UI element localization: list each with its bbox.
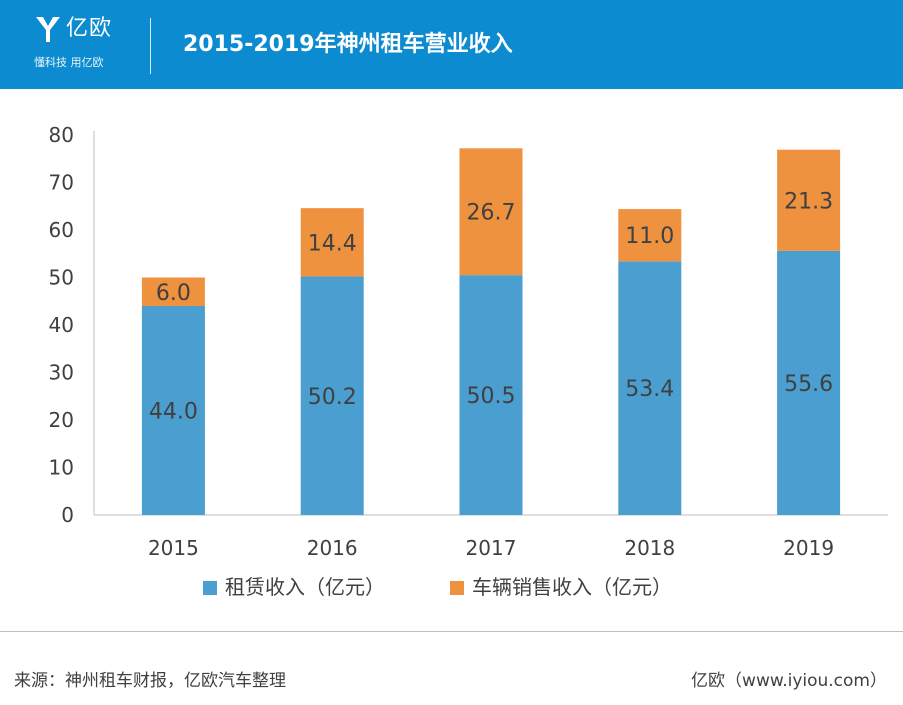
y-tick-label: 0 <box>61 503 74 527</box>
data-label: 11.0 <box>625 224 674 249</box>
x-tick-label: 2016 <box>307 536 358 560</box>
bar-sales <box>141 277 205 306</box>
bar-rental <box>459 275 523 515</box>
legend-label: 租赁收入（亿元） <box>225 575 385 599</box>
data-label: 55.6 <box>784 372 833 397</box>
brand-url: 亿欧（www.iyiou.com） <box>691 671 887 691</box>
chart-area: 0 10 20 30 40 50 60 70 80 44.0 6.0 50.2 14.4 50.5 26.… <box>0 89 903 630</box>
logo-slogan: 懂科技 用亿欧 <box>34 56 104 69</box>
y-tick-label: 30 <box>49 361 74 385</box>
stacked-bar-chart: 0 10 20 30 40 50 60 70 80 44.0 6.0 50.2 14.4 50.5 26.… <box>49 123 888 599</box>
data-label: 44.0 <box>149 400 198 425</box>
bar-sales <box>300 208 364 277</box>
x-tick-label: 2018 <box>624 536 675 560</box>
header-divider <box>150 18 151 74</box>
legend: 租赁收入（亿元） 车辆销售收入（亿元） <box>203 575 672 599</box>
data-label: 6.0 <box>156 281 191 306</box>
y-tick-label: 20 <box>49 408 74 432</box>
data-label: 21.3 <box>784 189 833 214</box>
data-label: 50.2 <box>308 385 357 410</box>
bar-sales <box>459 148 523 276</box>
bar-sales <box>777 149 841 251</box>
y-tick-label: 10 <box>49 456 74 480</box>
source-note: 来源：神州租车财报，亿欧汽车整理 <box>14 671 286 691</box>
bar-sales <box>618 209 682 262</box>
data-label: 50.5 <box>467 384 516 409</box>
bars: 44.0 6.0 50.2 14.4 50.5 26.7 53.4 11.0 55.6 21.3 <box>141 148 841 515</box>
bar-rental <box>777 250 841 515</box>
logo-name: 亿欧 <box>66 16 113 41</box>
header-banner: 亿欧 懂科技 用亿欧 2015-2019年神州租车营业收入 <box>0 0 903 89</box>
x-axis: 2015 2016 2017 2018 2019 <box>148 536 834 560</box>
legend-label: 车辆销售收入（亿元） <box>472 575 672 599</box>
bar-rental <box>300 276 364 515</box>
y-tick-label: 40 <box>49 313 74 337</box>
x-tick-label: 2017 <box>466 536 517 560</box>
logo: 亿欧 懂科技 用亿欧 <box>34 14 154 76</box>
y-tick-label: 80 <box>49 123 74 147</box>
legend-swatch <box>450 581 464 595</box>
y-axis: 0 10 20 30 40 50 60 70 80 <box>49 123 74 527</box>
x-tick-label: 2019 <box>783 536 834 560</box>
page-title: 2015-2019年神州租车营业收入 <box>183 32 513 57</box>
logo-icon <box>36 17 60 42</box>
bar-rental <box>141 306 205 515</box>
bar-rental <box>618 261 682 515</box>
y-tick-label: 60 <box>49 218 74 242</box>
data-label: 14.4 <box>308 231 357 256</box>
y-tick-label: 50 <box>49 266 74 290</box>
data-label: 26.7 <box>467 201 516 226</box>
y-tick-label: 70 <box>49 171 74 195</box>
x-tick-label: 2015 <box>148 536 199 560</box>
data-label: 53.4 <box>625 377 674 402</box>
footer-divider <box>0 631 903 632</box>
legend-swatch <box>203 581 217 595</box>
